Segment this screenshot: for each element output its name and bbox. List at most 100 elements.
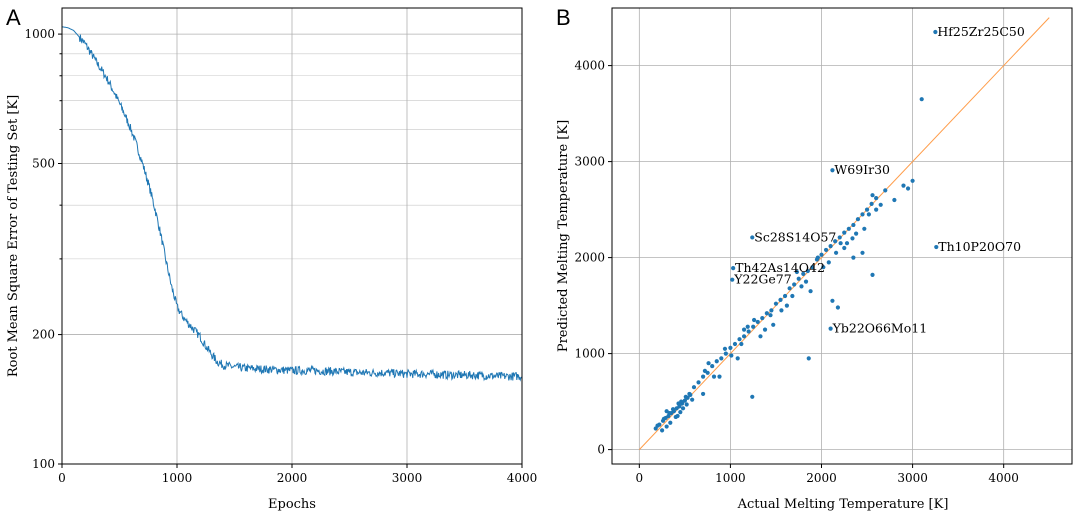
panel-a-y-tick-label: 500 (32, 157, 55, 171)
scatter-point (830, 298, 835, 303)
scatter-point (719, 356, 724, 361)
panel-b-y-tick-label: 1000 (574, 347, 605, 361)
panel-b-x-tick-label: 3000 (897, 471, 928, 485)
scatter-point (842, 245, 847, 251)
panel-a-y-tick-label: 1000 (24, 27, 55, 41)
panel-a-x-axis-label: Epochs (268, 497, 316, 512)
panel-b-x-tick-label: 2000 (806, 471, 837, 485)
scatter-point (668, 420, 673, 425)
annotated-point (750, 235, 755, 240)
scatter-point (764, 311, 769, 316)
scatter-point (778, 297, 783, 302)
scatter-point (702, 368, 708, 373)
scatter-point (690, 397, 695, 402)
scatter-point (710, 363, 715, 369)
scatter-point (682, 398, 687, 403)
scatter-point (905, 186, 911, 191)
scatter-point (739, 341, 744, 347)
scatter-point (700, 374, 706, 379)
scatter-point (741, 334, 747, 339)
scatter-point (860, 212, 865, 217)
scatter-point (874, 195, 879, 201)
scatter-point (870, 272, 875, 277)
scatter-point (883, 188, 888, 193)
scatter-point (696, 380, 701, 385)
scatter-point (823, 247, 829, 253)
scatter-point (854, 231, 859, 236)
scatter-point (664, 424, 669, 429)
scatter-point (779, 308, 784, 313)
scatter-point (760, 315, 765, 321)
scatter-point (741, 327, 747, 332)
scatter-point (838, 241, 843, 246)
panel-b-x-tick-label: 4000 (988, 471, 1019, 485)
scatter-point (762, 327, 768, 332)
panel-b-x-tick-label: 1000 (715, 471, 746, 485)
scatter-point (729, 353, 734, 358)
scatter-point (869, 201, 874, 206)
panel-b-x-axis-label: Actual Melting Temperature [K] (737, 497, 949, 512)
scatter-point (878, 202, 883, 207)
panel-b-y-tick-label: 0 (597, 443, 605, 457)
scatter-point (794, 269, 800, 275)
scatter-point (870, 193, 875, 198)
panel-b-y-axis-label: Predicted Melting Temperature [K] (556, 120, 571, 352)
scatter-point (684, 402, 689, 407)
point-annotation: Th10P20O70 (938, 239, 1021, 254)
point-annotation: Sc28S14O57 (754, 229, 836, 244)
annotated-point (830, 168, 835, 173)
scatter-point (803, 279, 809, 284)
panel-b-chart: B 0 1000 2000 3000 4000 0 1000 2000 3000 4000 Hf2… (556, 5, 1073, 512)
scatter-point (723, 351, 728, 356)
scatter-point (796, 276, 801, 281)
scatter-point (801, 271, 806, 277)
scatter-point (745, 324, 750, 329)
scatter-point (691, 385, 697, 390)
scatter-point (901, 183, 906, 188)
scatter-point (790, 293, 795, 299)
scatter-point (659, 428, 665, 433)
scatter-point (792, 282, 797, 287)
scatter-point (771, 322, 776, 327)
scatter-point (810, 265, 815, 270)
scatter-point (851, 222, 856, 228)
scatter-point (833, 239, 838, 244)
scatter-point (732, 341, 738, 347)
scatter-point (706, 361, 711, 366)
annotated-point (730, 277, 735, 282)
scatter-point (855, 217, 861, 222)
panel-a-x-tick-label: 3000 (392, 471, 423, 485)
panel-b-y-tick-label: 4000 (574, 59, 605, 73)
scatter-point (835, 305, 841, 310)
scatter-point (815, 255, 820, 260)
scatter-point (664, 409, 669, 414)
point-annotation: Th42As14O42 (735, 260, 825, 275)
scatter-point (892, 197, 897, 203)
panel-a-y-tick-label: 100 (32, 457, 55, 471)
panel-b-x-tick-label: 0 (636, 471, 644, 485)
scatter-point (683, 394, 688, 399)
scatter-point (851, 255, 856, 260)
scatter-point (769, 308, 774, 313)
scatter-point (833, 250, 839, 255)
scatter-point (799, 284, 804, 289)
scatter-point (819, 252, 824, 257)
point-annotation: Hf25Zr25C50 (937, 24, 1025, 39)
scatter-point (687, 391, 692, 397)
scatter-point (808, 289, 813, 294)
scatter-point (735, 356, 740, 361)
scatter-point (806, 356, 811, 361)
panel-b-axes-frame (611, 7, 1073, 465)
scatter-point (678, 410, 683, 415)
scatter-point (866, 212, 871, 217)
annotated-point (731, 266, 736, 271)
annotated-point (934, 244, 939, 250)
scatter-point (746, 329, 751, 334)
panel-b-y-tick-label: 2000 (574, 251, 605, 265)
scatter-point (655, 423, 660, 428)
scatter-point (679, 399, 684, 404)
scatter-point (722, 346, 728, 351)
panel-a-y-tick-label: 200 (32, 328, 55, 342)
scatter-point (661, 416, 667, 421)
